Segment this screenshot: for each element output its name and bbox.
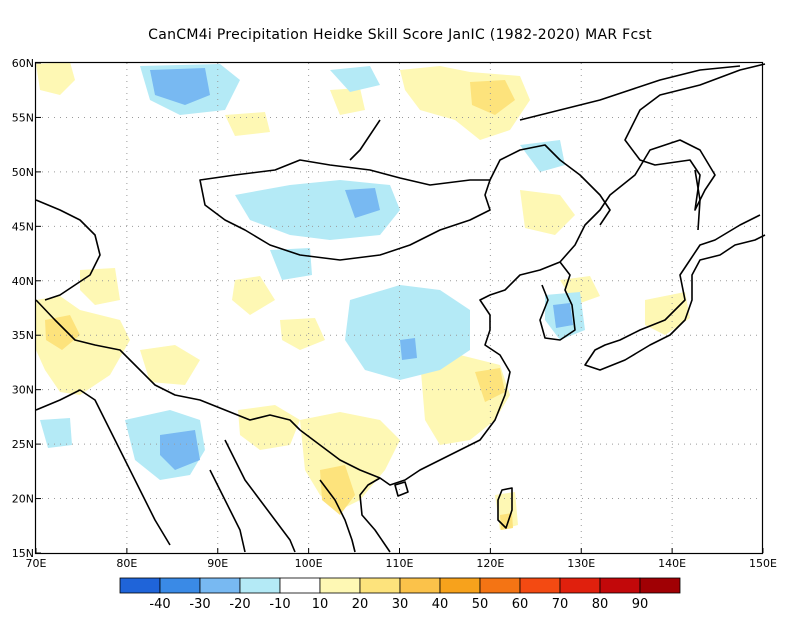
colorbar-swatch <box>159 577 201 594</box>
coastlines-and-borders <box>35 63 766 553</box>
lon-tick-label: 120E <box>476 557 504 570</box>
lon-tick-label: 100E <box>295 557 323 570</box>
lat-tick-label: 50N <box>12 166 34 179</box>
lat-tick-label: 25N <box>12 438 34 451</box>
colorbar-swatch <box>319 577 361 594</box>
colorbar-swatch <box>479 577 521 594</box>
longitude-tick-labels: 70E 80E 90E 100E 110E 120E 130E 140E 150E <box>26 548 777 570</box>
colorbar <box>119 577 681 594</box>
lon-tick-label: 70E <box>26 557 47 570</box>
colorbar-label: 60 <box>512 597 529 612</box>
colorbar-swatch <box>599 577 641 594</box>
shading-layer <box>36 62 690 530</box>
lat-tick-label: 20N <box>12 493 34 506</box>
colorbar-swatch <box>639 577 681 594</box>
lat-lon-gridlines <box>36 63 763 553</box>
colorbar-swatch <box>519 577 561 594</box>
lat-tick-label: 30N <box>12 384 34 397</box>
colorbar-swatch <box>359 577 401 594</box>
colorbar-swatch <box>399 577 441 594</box>
lat-tick-label: 35N <box>12 329 34 342</box>
colorbar-swatch <box>439 577 481 594</box>
lon-tick-label: 130E <box>567 557 595 570</box>
colorbar-label: 90 <box>632 597 649 612</box>
colorbar-label: -10 <box>269 597 290 612</box>
colorbar-swatch <box>119 577 161 594</box>
skill-patches-negative-mid <box>150 68 573 470</box>
colorbar-swatch <box>239 577 281 594</box>
lat-tick-label: 55N <box>12 111 34 124</box>
colorbar-swatch <box>199 577 241 594</box>
colorbar-label: 80 <box>592 597 609 612</box>
latitude-tick-labels: 15N 20N 25N 30N 35N 40N 45N 50N 55N 60N <box>12 57 41 560</box>
colorbar-label: 70 <box>552 597 569 612</box>
colorbar-label: -40 <box>149 597 170 612</box>
colorbar-label: 50 <box>472 597 489 612</box>
lat-tick-label: 15N <box>12 547 34 560</box>
colorbar-label: 40 <box>432 597 449 612</box>
colorbar-labels: -40 -30 -20 -10 10 20 30 40 50 60 70 80 90 <box>149 597 648 612</box>
map-frame <box>34 61 764 555</box>
colorbar-label: -20 <box>229 597 250 612</box>
skill-patches-positive-light <box>36 62 690 530</box>
skill-patches-positive-mid <box>45 80 515 530</box>
lon-tick-label: 110E <box>386 557 414 570</box>
colorbar-swatch <box>279 577 321 594</box>
colorbar-label: -30 <box>189 597 210 612</box>
colorbar-label: 10 <box>312 597 329 612</box>
lat-tick-label: 45N <box>12 220 34 233</box>
lat-tick-label: 40N <box>12 275 34 288</box>
lat-tick-label: 60N <box>12 57 34 70</box>
map-title: CanCM4i Precipitation Heidke Skill Score… <box>148 27 652 43</box>
lon-tick-label: 80E <box>116 557 137 570</box>
lon-tick-label: 150E <box>749 557 777 570</box>
colorbar-swatch <box>559 577 601 594</box>
colorbar-label: 30 <box>392 597 409 612</box>
lon-tick-label: 90E <box>207 557 228 570</box>
lon-tick-label: 140E <box>658 557 686 570</box>
colorbar-label: 20 <box>352 597 369 612</box>
